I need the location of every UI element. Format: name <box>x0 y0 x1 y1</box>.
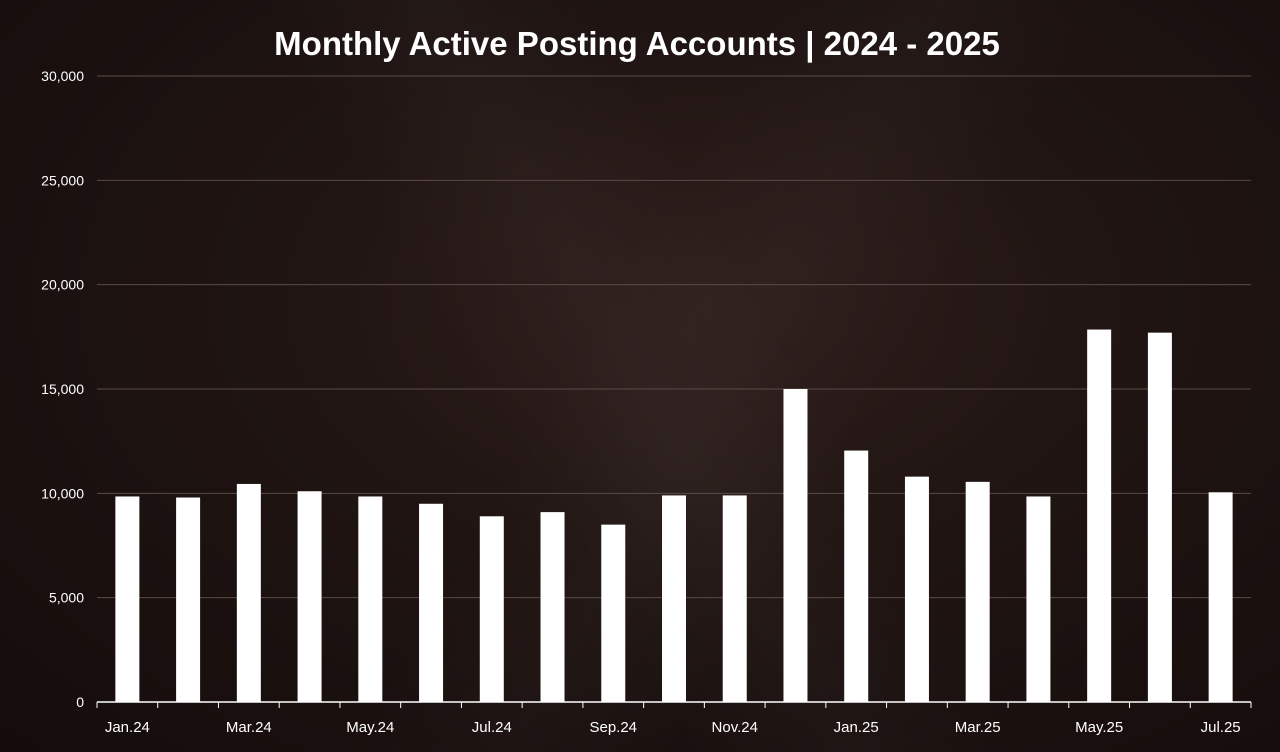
y-tick-label: 5,000 <box>49 590 84 606</box>
bar-jul-24 <box>479 516 504 702</box>
bars <box>115 329 1233 702</box>
bar-apr-24 <box>297 491 322 702</box>
bar-apr-25 <box>1026 496 1051 702</box>
y-tick-label: 15,000 <box>41 381 84 397</box>
y-tick-label: 30,000 <box>41 68 84 84</box>
x-tick-label: Mar.25 <box>955 719 1001 736</box>
x-axis: Jan.24 Mar.24 May.24 Jul.24 Sep.24 Nov.24 Jan.… <box>96 702 1252 736</box>
y-tick-label: 25,000 <box>41 172 84 188</box>
bar-feb-24 <box>176 497 201 702</box>
y-tick-label: 10,000 <box>41 485 84 501</box>
x-tick-label: Mar.24 <box>226 719 272 736</box>
x-tick-label: Jan.24 <box>105 719 150 736</box>
bar-nov-24 <box>722 495 747 702</box>
x-tick-label: May.24 <box>346 719 394 736</box>
bar-dec-24 <box>783 389 808 702</box>
bar-jan-25 <box>844 450 869 702</box>
x-tick-label: Jul.25 <box>1201 719 1241 736</box>
bar-mar-24 <box>236 483 261 702</box>
bar-jan-24 <box>115 496 140 702</box>
y-tick-label: 20,000 <box>41 277 84 293</box>
x-tick-label: Nov.24 <box>712 719 758 736</box>
bar-jun-24 <box>419 503 444 702</box>
bar-may-25 <box>1087 329 1112 702</box>
bar-may-24 <box>358 496 383 702</box>
x-tick-label: Sep.24 <box>589 719 637 736</box>
bar-feb-25 <box>904 476 929 702</box>
bar-sep-24 <box>601 524 626 702</box>
bar-jun-25 <box>1147 332 1172 702</box>
chart-title: Monthly Active Posting Accounts | 2024 -… <box>274 25 1000 62</box>
x-tick-label: May.25 <box>1075 719 1123 736</box>
x-tick-label: Jul.24 <box>472 719 512 736</box>
bar-oct-24 <box>662 495 686 702</box>
y-tick-label: 0 <box>76 694 84 710</box>
bar-aug-24 <box>540 512 565 702</box>
bar-jul-25 <box>1208 492 1233 702</box>
y-axis: 0 5,000 10,000 15,000 20,000 25,000 30,000 <box>41 68 84 710</box>
x-tick-label: Jan.25 <box>834 719 879 736</box>
bar-mar-25 <box>965 481 990 702</box>
